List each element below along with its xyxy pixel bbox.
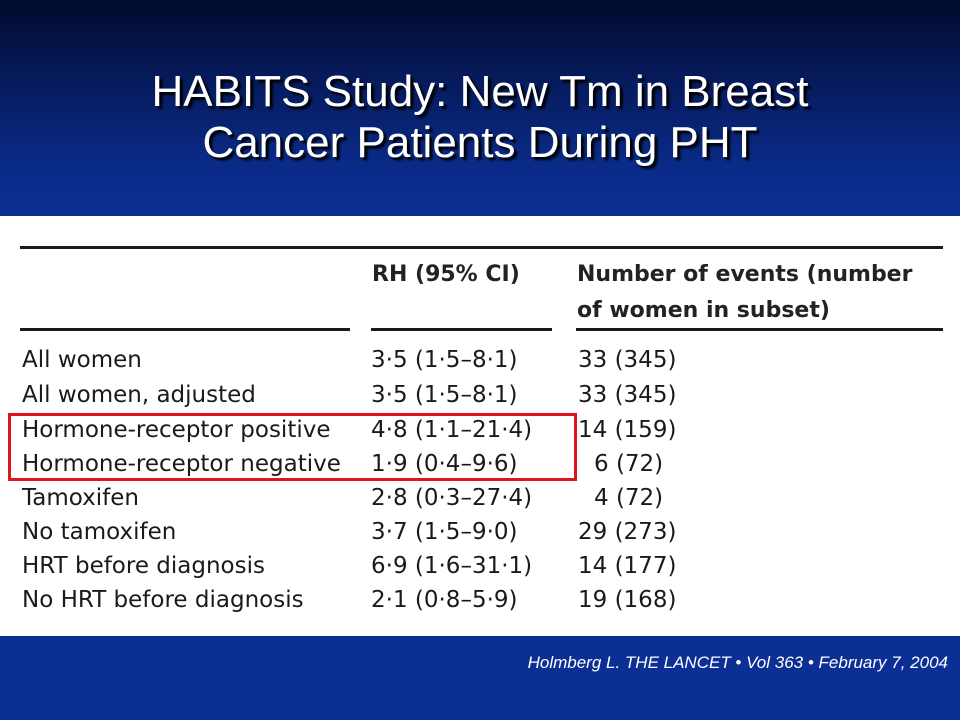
row-rh: 3·5 (1·5–8·1) [371,382,518,408]
citation-text: Holmberg L. THE LANCET • Vol 363 • Febru… [527,653,948,672]
slide-title-line-1: HABITS Study: New Tm in Breast [151,67,809,116]
row-label: All women [22,347,142,373]
header-rule-rh [371,328,552,331]
slide-header: HABITS Study: New Tm in Breast Cancer Pa… [0,0,960,216]
header-rule-events [576,328,943,331]
row-events: 14 (177) [578,553,677,579]
row-label: No HRT before diagnosis [22,587,304,613]
row-rh: 2·8 (0·3–27·4) [371,485,533,511]
row-rh: 6·9 (1·6–31·1) [371,553,533,579]
row-label: Tamoxifen [22,485,139,511]
row-events: 19 (168) [578,587,677,613]
row-label: HRT before diagnosis [22,553,265,579]
table-panel [0,216,960,636]
row-label: No tamoxifen [22,519,177,545]
slide-title: HABITS Study: New Tm in Breast Cancer Pa… [0,66,960,168]
row-events: 33 (345) [578,347,677,373]
header-rh: RH (95% CI) [372,262,520,287]
header-events-line-2: of women in subset) [577,298,830,323]
row-rh: 3·7 (1·5–9·0) [371,519,518,545]
row-events: 4 (72) [594,485,664,511]
row-label: All women, adjusted [22,382,256,408]
slide-title-line-2: Cancer Patients During PHT [202,118,758,167]
header-rule-label [20,328,350,331]
header-events-line-1: Number of events (number [577,262,913,287]
row-rh: 3·5 (1·5–8·1) [371,347,518,373]
row-rh: 2·1 (0·8–5·9) [371,587,518,613]
highlight-box [8,413,577,481]
row-events: 14 (159) [578,417,677,443]
slide-footer [0,636,960,720]
row-events: 29 (273) [578,519,677,545]
row-rh: 1·9 (0·4–9·6) [371,451,518,477]
row-label: Hormone-receptor negative [22,451,341,477]
row-rh: 4·8 (1·1–21·4) [371,417,533,443]
row-events: 33 (345) [578,382,677,408]
table-top-rule [20,246,943,249]
row-label: Hormone-receptor positive [22,417,331,443]
row-events: 6 (72) [594,451,664,477]
